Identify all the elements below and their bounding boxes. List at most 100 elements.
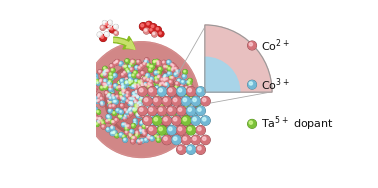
Circle shape	[158, 113, 160, 115]
Circle shape	[147, 125, 149, 127]
Circle shape	[148, 136, 152, 140]
Circle shape	[135, 84, 136, 85]
Circle shape	[165, 137, 167, 139]
Circle shape	[159, 119, 163, 123]
Circle shape	[160, 109, 164, 114]
Circle shape	[129, 107, 133, 111]
Circle shape	[197, 87, 205, 96]
Circle shape	[141, 104, 142, 106]
Circle shape	[167, 61, 169, 62]
Circle shape	[165, 94, 170, 98]
Circle shape	[105, 23, 108, 25]
Circle shape	[130, 130, 134, 134]
Circle shape	[138, 108, 143, 112]
Circle shape	[127, 101, 129, 102]
Circle shape	[143, 132, 147, 136]
Circle shape	[158, 93, 162, 97]
Circle shape	[129, 98, 133, 102]
Circle shape	[144, 138, 148, 142]
Circle shape	[129, 82, 130, 83]
Circle shape	[138, 103, 139, 104]
Circle shape	[148, 113, 152, 117]
Circle shape	[142, 116, 146, 120]
Circle shape	[193, 98, 196, 102]
Circle shape	[140, 114, 144, 118]
Circle shape	[125, 82, 127, 83]
Circle shape	[104, 69, 108, 73]
Circle shape	[185, 105, 187, 106]
Circle shape	[248, 120, 256, 128]
Circle shape	[136, 74, 141, 77]
Circle shape	[102, 122, 103, 123]
Circle shape	[135, 91, 136, 93]
Circle shape	[161, 87, 165, 91]
Circle shape	[177, 145, 186, 154]
Circle shape	[143, 125, 144, 127]
Circle shape	[136, 103, 140, 107]
Circle shape	[147, 92, 148, 93]
Circle shape	[128, 81, 132, 85]
Circle shape	[163, 61, 164, 63]
Circle shape	[139, 112, 143, 116]
Circle shape	[141, 90, 145, 94]
Circle shape	[140, 105, 143, 108]
Circle shape	[132, 60, 136, 64]
Circle shape	[190, 107, 192, 109]
Circle shape	[134, 101, 138, 105]
Circle shape	[146, 101, 149, 105]
Circle shape	[170, 63, 174, 67]
Circle shape	[116, 95, 119, 99]
Circle shape	[150, 96, 154, 99]
Circle shape	[139, 106, 142, 109]
Circle shape	[158, 106, 161, 110]
Circle shape	[102, 82, 107, 87]
Circle shape	[163, 89, 166, 93]
Circle shape	[84, 98, 89, 102]
Circle shape	[101, 102, 102, 103]
Circle shape	[167, 87, 176, 96]
Circle shape	[146, 118, 149, 122]
Circle shape	[148, 96, 152, 100]
Circle shape	[96, 117, 98, 119]
Circle shape	[106, 94, 110, 99]
Circle shape	[136, 73, 141, 78]
Circle shape	[161, 117, 162, 118]
Circle shape	[112, 121, 114, 122]
Circle shape	[187, 81, 189, 83]
Circle shape	[159, 94, 161, 96]
Circle shape	[124, 123, 127, 127]
Circle shape	[248, 41, 256, 50]
Circle shape	[118, 82, 119, 83]
Circle shape	[107, 82, 111, 86]
Circle shape	[96, 99, 99, 103]
Circle shape	[122, 93, 124, 95]
Circle shape	[110, 100, 113, 104]
Circle shape	[161, 81, 165, 86]
Circle shape	[154, 126, 159, 130]
Circle shape	[163, 136, 164, 138]
Circle shape	[141, 120, 145, 124]
Circle shape	[102, 71, 106, 75]
Circle shape	[142, 76, 146, 79]
Circle shape	[118, 116, 120, 117]
Circle shape	[106, 128, 110, 132]
Circle shape	[108, 94, 110, 95]
Circle shape	[134, 85, 135, 87]
Circle shape	[128, 102, 132, 106]
Circle shape	[107, 115, 108, 117]
Circle shape	[158, 106, 161, 110]
Circle shape	[164, 65, 165, 67]
Circle shape	[172, 104, 176, 108]
Circle shape	[123, 71, 127, 75]
Circle shape	[186, 126, 195, 135]
Circle shape	[195, 101, 196, 102]
Circle shape	[151, 109, 155, 113]
Circle shape	[138, 107, 142, 111]
Circle shape	[92, 94, 96, 98]
Circle shape	[103, 73, 107, 77]
Circle shape	[108, 20, 112, 25]
Circle shape	[174, 127, 178, 132]
Circle shape	[122, 78, 125, 82]
Circle shape	[115, 25, 116, 27]
Circle shape	[135, 91, 138, 95]
